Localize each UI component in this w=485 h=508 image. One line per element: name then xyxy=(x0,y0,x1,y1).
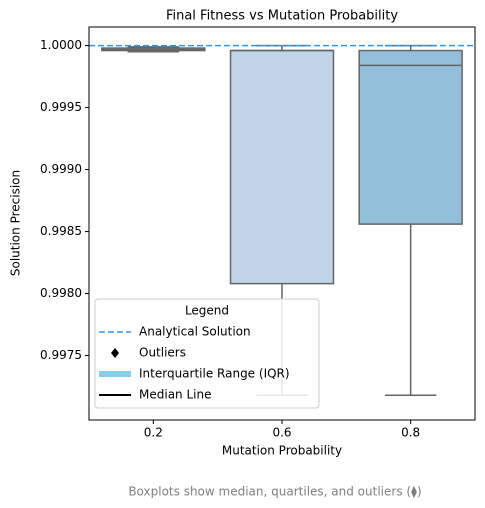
chart-title: Final Fitness vs Mutation Probability xyxy=(166,9,398,24)
y-tick-label: 0.9995 xyxy=(40,100,82,114)
caption: Boxplots show median, quartiles, and out… xyxy=(128,485,421,499)
y-tick-label: 0.9980 xyxy=(40,286,82,300)
legend-label: Outliers xyxy=(139,346,186,360)
legend-label: Analytical Solution xyxy=(139,325,251,339)
y-tick-label: 0.9990 xyxy=(40,162,82,176)
legend-box xyxy=(94,298,320,409)
y-tick-label: 0.9975 xyxy=(40,348,82,362)
legend-label: Median Line xyxy=(139,388,211,402)
x-tick-label: 0.8 xyxy=(401,426,420,440)
plot-frame xyxy=(88,26,476,421)
box xyxy=(229,49,335,285)
y-axis-label: Solution Precision xyxy=(9,170,23,276)
y-tick-label: 1.0000 xyxy=(40,38,82,52)
legend-title: Legend xyxy=(185,304,229,318)
x-axis-label: Mutation Probability xyxy=(222,444,342,458)
legend-label: Interquartile Range (IQR) xyxy=(139,367,290,381)
box xyxy=(358,49,463,225)
y-tick-label: 0.9985 xyxy=(40,224,82,238)
x-tick-label: 0.2 xyxy=(144,426,163,440)
legend-symbol xyxy=(111,348,119,358)
x-tick-label: 0.6 xyxy=(272,426,291,440)
